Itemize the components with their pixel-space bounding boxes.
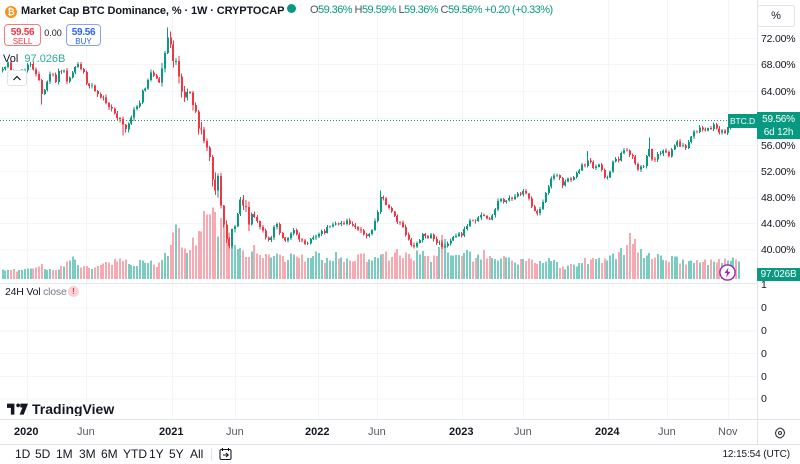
svg-text:TradingView: TradingView	[32, 401, 114, 416]
